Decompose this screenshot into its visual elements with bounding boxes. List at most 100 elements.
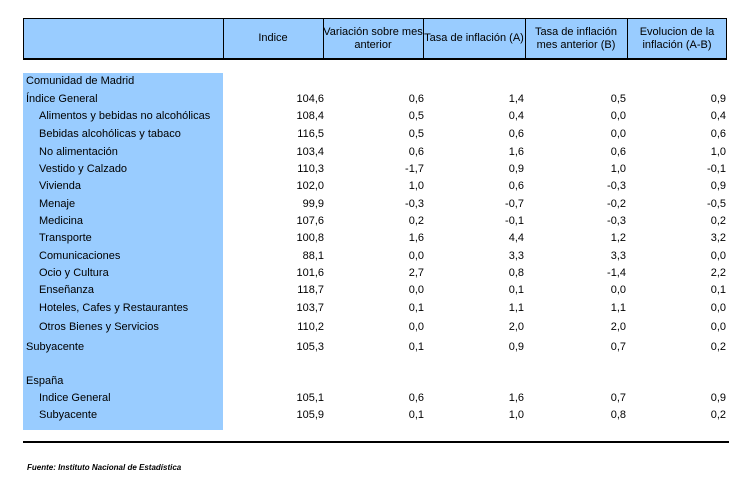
cell-variacion: 0,0: [408, 250, 424, 262]
header-variacion: Variación sobre mes anterior: [323, 25, 423, 51]
cell-evolucion: 0,1: [710, 284, 726, 296]
cell-tasa-b: 0,7: [610, 392, 626, 404]
cell-variacion: 0,0: [408, 321, 424, 333]
table-row: Transporte 100,8 1,6 4,4 1,2 3,2: [0, 230, 745, 246]
cell-evolucion: 0,0: [710, 250, 726, 262]
cell-tasa-a: 1,6: [508, 392, 524, 404]
cell-variacion: 0,6: [408, 93, 424, 105]
cell-evolucion: 0,0: [710, 321, 726, 333]
table-row: Índice General 104,6 0,6 1,4 0,5 0,9: [0, 91, 745, 107]
cell-tasa-a: 0,6: [508, 128, 524, 140]
cell-variacion: 0,1: [408, 341, 424, 353]
header-tasa-a: Tasa de inflación (A): [424, 32, 524, 44]
row-label: No alimentación: [39, 146, 118, 158]
table-row: Comunicaciones 88,1 0,0 3,3 3,3 0,0: [0, 248, 745, 264]
table-row: No alimentación 103,4 0,6 1,6 0,6 1,0: [0, 144, 745, 160]
cell-indice: 105,3: [296, 341, 324, 353]
cell-tasa-a: 0,6: [508, 180, 524, 192]
cell-tasa-b: 0,0: [610, 128, 626, 140]
cell-tasa-b: 2,0: [610, 321, 626, 333]
label-column-background: [23, 73, 223, 430]
header-indice: Indice: [258, 32, 288, 44]
header-tasa-b: Tasa de inflación mes anterior (B): [535, 25, 617, 51]
cell-tasa-a: -0,1: [505, 215, 524, 227]
cell-variacion: -1,7: [405, 163, 424, 175]
cell-tasa-b: -1,4: [607, 267, 626, 279]
cell-variacion: 1,6: [408, 232, 424, 244]
cell-evolucion: 0,4: [710, 110, 726, 122]
row-label: Bebidas alcohólicas y tabaco: [39, 128, 181, 140]
cell-variacion: 1,0: [408, 180, 424, 192]
cell-tasa-a: 0,4: [508, 110, 524, 122]
section-title: Comunidad de Madrid: [26, 75, 135, 87]
cell-tasa-b: -0,3: [607, 180, 626, 192]
section-title-madrid: Comunidad de Madrid: [0, 73, 745, 89]
cell-variacion: 0,1: [408, 302, 424, 314]
row-label: Otros Bienes y Servicios: [39, 321, 159, 333]
cell-indice: 88,1: [302, 250, 324, 262]
cell-variacion: 0,5: [408, 128, 424, 140]
cell-variacion: 0,2: [408, 215, 424, 227]
divider: [423, 19, 424, 58]
cell-tasa-a: 3,3: [508, 250, 524, 262]
table-row: Bebidas alcohólicas y tabaco 116,5 0,5 0…: [0, 126, 745, 142]
cell-evolucion: 2,2: [710, 267, 726, 279]
cell-tasa-b: 0,5: [610, 93, 626, 105]
cell-tasa-a: 1,1: [508, 302, 524, 314]
cell-indice: 116,5: [297, 128, 324, 140]
cell-indice: 108,4: [296, 110, 324, 122]
cell-tasa-b: 0,8: [610, 409, 626, 421]
cell-variacion: 0,5: [408, 110, 424, 122]
cell-evolucion: 0,6: [710, 128, 726, 140]
row-label: Transporte: [39, 232, 92, 244]
cell-tasa-a: 0,9: [508, 341, 524, 353]
cell-tasa-b: 1,2: [610, 232, 626, 244]
cell-evolucion: 3,2: [710, 232, 726, 244]
cell-tasa-b: 0,0: [610, 110, 626, 122]
cell-indice: 103,7: [296, 302, 324, 314]
table-row: Enseñanza 118,7 0,0 0,1 0,0 0,1: [0, 282, 745, 298]
cell-tasa-a: 1,4: [508, 93, 524, 105]
row-label: Hoteles, Cafes y Restaurantes: [39, 302, 189, 314]
cell-evolucion: 0,0: [710, 302, 726, 314]
table-row: Indice General 105,1 0,6 1,6 0,7 0,9: [0, 390, 745, 406]
divider: [323, 19, 324, 58]
cell-variacion: 2,7: [408, 267, 424, 279]
row-label: Comunicaciones: [39, 250, 121, 262]
cell-variacion: 0,6: [408, 392, 424, 404]
cell-evolucion: 0,2: [710, 341, 726, 353]
divider: [525, 19, 526, 58]
row-label: Medicina: [39, 215, 84, 227]
cell-tasa-a: 0,9: [508, 163, 524, 175]
cell-tasa-a: 2,0: [508, 321, 524, 333]
cell-evolucion: 0,9: [710, 392, 726, 404]
cell-variacion: 0,1: [408, 409, 424, 421]
cell-variacion: 0,0: [408, 284, 424, 296]
row-label: Subyacente: [26, 341, 85, 353]
cell-evolucion: 0,9: [710, 180, 726, 192]
table-row: Otros Bienes y Servicios 110,2 0,0 2,0 2…: [0, 319, 745, 335]
row-label: Vestido y Calzado: [39, 163, 128, 175]
table-row: Subyacente 105,9 0,1 1,0 0,8 0,2: [0, 407, 745, 423]
cell-variacion: 0,6: [408, 146, 424, 158]
row-label: Índice General: [26, 93, 98, 105]
table-row: Hoteles, Cafes y Restaurantes 103,7 0,1 …: [0, 300, 745, 316]
cell-evolucion: -0,5: [707, 198, 726, 210]
section-title: España: [26, 375, 64, 387]
cell-tasa-a: 1,0: [508, 409, 524, 421]
cell-indice: 110,2: [297, 321, 324, 333]
source-note: Fuente: Instituto Nacional de Estadístic…: [27, 463, 182, 472]
table-row: Ocio y Cultura 101,6 2,7 0,8 -1,4 2,2: [0, 265, 745, 281]
cell-indice: 103,4: [296, 146, 324, 158]
row-label: Enseñanza: [39, 284, 95, 296]
cell-evolucion: 0,9: [710, 93, 726, 105]
table-row: Subyacente 105,3 0,1 0,9 0,7 0,2: [0, 339, 745, 355]
cell-evolucion: -0,1: [707, 163, 726, 175]
cell-tasa-b: -0,2: [607, 198, 626, 210]
cell-indice: 104,6: [296, 93, 324, 105]
cell-evolucion: 0,2: [710, 215, 726, 227]
cell-indice: 102,0: [296, 180, 324, 192]
row-label: Subyacente: [39, 409, 98, 421]
cell-tasa-b: 0,6: [610, 146, 626, 158]
row-label: Ocio y Cultura: [39, 267, 109, 279]
